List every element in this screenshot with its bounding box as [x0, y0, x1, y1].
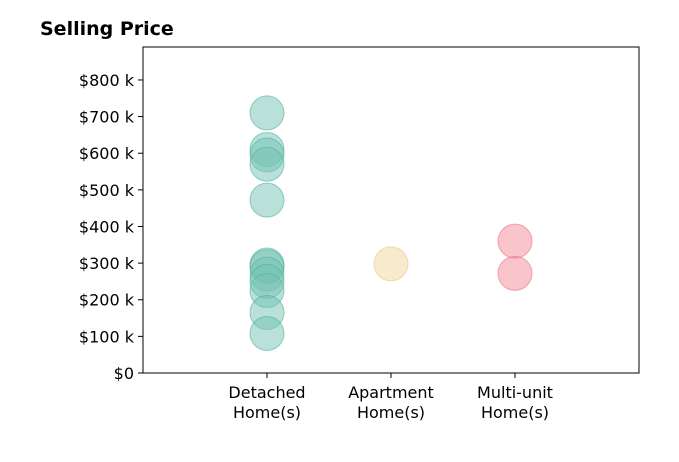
- x-axis: DetachedHome(s)ApartmentHome(s)Multi-uni…: [228, 373, 553, 422]
- chart-title: Selling Price: [40, 18, 174, 40]
- x-tick-label: Apartment: [348, 383, 434, 402]
- y-tick-label: $600 k: [79, 144, 135, 163]
- x-tick-label: Detached: [228, 383, 305, 402]
- data-point: [249, 146, 285, 182]
- y-tick-label: $800 k: [79, 71, 135, 90]
- x-tick-label: Home(s): [481, 403, 549, 422]
- y-tick-label: $0: [114, 364, 134, 383]
- x-tick-label: Home(s): [357, 403, 425, 422]
- x-tick-label: Multi-unit: [477, 383, 553, 402]
- data-point: [373, 246, 409, 282]
- y-axis: $0 $100 k $200 k $300 k $400 k $500 k $600 k $7…: [79, 71, 143, 383]
- plot-area-frame: [142, 46, 640, 374]
- x-tick-label: Home(s): [233, 403, 301, 422]
- data-point: [497, 255, 533, 291]
- y-tick-label: $100 k: [79, 327, 135, 346]
- y-tick-label: $300 k: [79, 254, 135, 273]
- data-point: [497, 223, 533, 259]
- data-point: [249, 182, 285, 218]
- data-point: [249, 315, 285, 351]
- y-tick-label: $200 k: [79, 291, 135, 310]
- data-point: [249, 95, 285, 131]
- y-tick-label: $400 k: [79, 217, 135, 236]
- y-tick-label: $500 k: [79, 181, 135, 200]
- y-tick-label: $700 k: [79, 108, 135, 127]
- data-points: [249, 95, 533, 351]
